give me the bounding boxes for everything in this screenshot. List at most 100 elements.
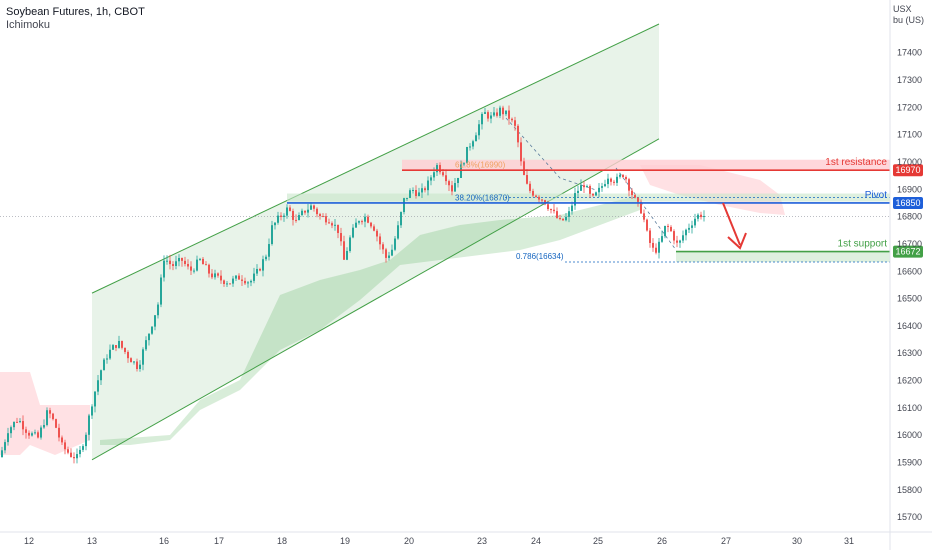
candle-body (589, 186, 591, 194)
candle-body (316, 208, 318, 215)
candle-body (136, 361, 138, 370)
y-tick-16100: 16100 (897, 403, 922, 413)
candle-body (685, 229, 687, 236)
candle-body (517, 125, 519, 143)
candle-body (481, 113, 483, 125)
candle-body (583, 185, 585, 188)
x-tick-24: 24 (531, 536, 541, 546)
fib-guide-2 (615, 167, 677, 251)
candle-body (445, 175, 447, 182)
candle-body (502, 107, 504, 115)
candle-body (172, 264, 174, 266)
fib-label-618: 61.8%(16990) (455, 161, 506, 170)
candle-body (244, 280, 246, 284)
candle-body (472, 141, 474, 147)
candle-body (31, 433, 33, 436)
candle-body (526, 175, 528, 184)
candle-body (655, 247, 657, 253)
candle-body (40, 427, 42, 438)
candle-body (286, 207, 288, 216)
candle-body (358, 221, 360, 223)
candle-body (199, 258, 201, 260)
candle-body (574, 193, 576, 206)
candle-body (421, 188, 423, 193)
support-zone (676, 251, 890, 262)
candle-body (229, 283, 231, 285)
candle-body (580, 185, 582, 191)
candle-body (490, 115, 492, 119)
candle-body (256, 268, 258, 274)
candle-body (304, 210, 306, 213)
candle-body (175, 261, 177, 266)
candle-body (562, 218, 564, 221)
price-badge-2 (893, 245, 923, 258)
candle-body (196, 259, 198, 271)
candle-body (595, 192, 597, 196)
candle-body (694, 218, 696, 226)
candle-body (592, 193, 594, 196)
candle-body (361, 221, 363, 223)
x-tick-12: 12 (24, 536, 34, 546)
candle-body (535, 195, 537, 197)
candle-body (568, 211, 570, 217)
candle-body (55, 419, 57, 428)
candle-body (262, 259, 264, 271)
candle-body (208, 264, 210, 274)
y-tick-17300: 17300 (897, 75, 922, 85)
candle-body (553, 209, 555, 212)
candle-body (571, 205, 573, 212)
level-label-2: 1st support (838, 239, 888, 250)
candle-body (226, 283, 228, 285)
chart-title: Soybean Futures, 1h, CBOT (6, 6, 145, 18)
candle-body (271, 225, 273, 245)
x-tick-16: 16 (159, 536, 169, 546)
ichimoku-cloud-bear-right (640, 165, 785, 215)
candle-body (676, 240, 678, 243)
candle-body (268, 244, 270, 257)
candle-body (241, 279, 243, 281)
x-tick-23: 23 (477, 536, 487, 546)
candle-body (25, 429, 27, 433)
candle-body (4, 442, 6, 451)
candle-body (559, 217, 561, 219)
candle-body (58, 427, 60, 438)
candle-body (154, 315, 156, 327)
candle-body (652, 242, 654, 248)
candle-body (520, 142, 522, 162)
y-tick-15700: 15700 (897, 512, 922, 522)
x-tick-26: 26 (657, 536, 667, 546)
candle-body (319, 214, 321, 217)
candle-body (355, 222, 357, 228)
candle-body (220, 275, 222, 281)
candle-body (328, 222, 330, 224)
channel-lower-line[interactable] (91, 138, 660, 461)
price-badge-text-2: 16672 (895, 247, 920, 257)
candle-body (166, 260, 168, 262)
candle-body (457, 177, 459, 183)
candle-body (103, 359, 105, 371)
y-tick-16000: 16000 (897, 430, 922, 440)
candle-body (346, 250, 348, 260)
candle-body (487, 112, 489, 119)
candle-body (1, 450, 3, 458)
candle-body (679, 240, 681, 243)
candle-body (133, 361, 135, 363)
candle-body (181, 257, 183, 261)
candle-body (115, 345, 117, 348)
channel-upper-line[interactable] (91, 23, 660, 294)
currency-label: USX (893, 4, 912, 14)
y-tick-16700: 16700 (897, 239, 922, 249)
candle-body (235, 275, 237, 279)
candle-body (310, 205, 312, 210)
candle-body (223, 280, 225, 284)
candle-body (664, 225, 666, 237)
candle-body (622, 174, 624, 178)
candle-body (307, 209, 309, 213)
candle-body (253, 273, 255, 281)
candle-body (628, 179, 630, 191)
candle-body (190, 266, 192, 271)
projection-arrowhead (727, 232, 747, 250)
candle-body (22, 421, 24, 430)
candle-body (400, 212, 402, 226)
